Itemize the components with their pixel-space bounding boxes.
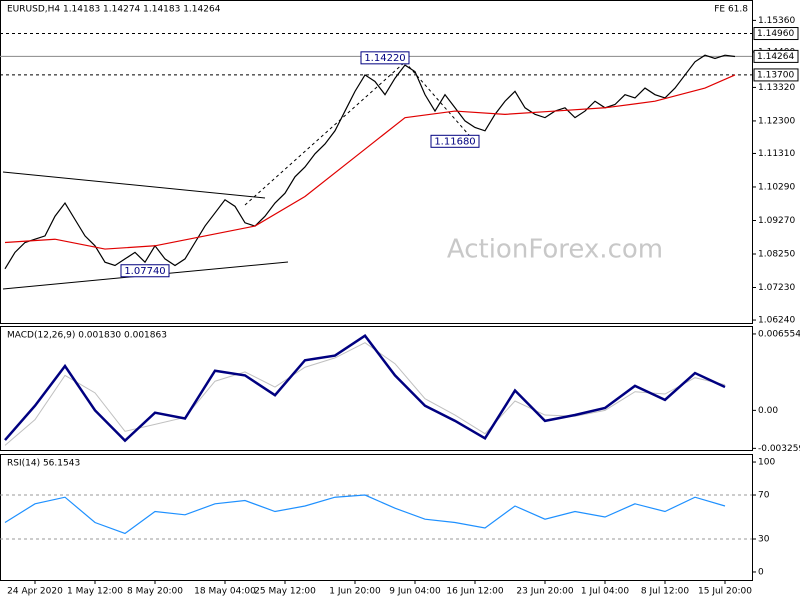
price-label: 1.13700 [757,70,794,80]
y-tick-label: 70 [758,491,770,501]
price-label: 1.14960 [757,29,794,39]
y-tick-label: 1.07230 [758,283,795,293]
x-tick-label: 18 May 04:00 [194,587,256,597]
annotation-box [120,264,170,278]
x-tick-label: 8 Jul 12:00 [641,587,690,597]
price-label-box [753,68,799,82]
x-tick-label: 24 Apr 2020 [7,587,63,597]
annotation: 1.07740 [124,266,165,277]
y-tick-label: 1.15360 [758,16,795,26]
chart-title: EURUSD,H4 1.14183 1.14274 1.14183 1.1426… [7,5,221,15]
x-tick-label: 1 May 12:00 [67,587,123,597]
y-tick-label: 1.13320 [758,83,795,93]
y-tick-label: 0 [758,567,764,577]
x-tick-label: 1 Jun 20:00 [329,587,381,597]
macd-panel [0,326,753,451]
y-tick-label: 1.12300 [758,116,795,126]
trend-line [2,171,266,199]
y-tick-label: 1.10290 [758,182,795,192]
rsi-panel [0,454,753,581]
x-tick-label: 16 Jun 12:00 [446,587,503,597]
y-tick-label: -0.003259 [758,444,800,454]
panel-title: RSI(14) 56.1543 [7,459,80,469]
watermark: ActionForex.com [447,235,663,265]
x-tick-label: 15 Jul 20:00 [698,587,752,597]
price-panel [0,0,753,324]
annotation: 1.11680 [434,136,475,147]
y-tick-label: 30 [758,534,770,544]
x-tick-label: 8 May 20:00 [127,587,183,597]
y-tick-label: 1.11310 [758,149,795,159]
y-tick-label: 100 [758,458,775,468]
annotation: 1.14220 [364,53,405,64]
x-tick-label: 1 Jul 04:00 [581,587,630,597]
series-line [4,74,736,250]
y-tick-label: 0.006554 [758,329,800,339]
panel-title: MACD(12,26,9) 0.001830 0.001863 [7,331,167,341]
series-line [4,54,736,270]
y-tick-label: 1.09270 [758,216,795,226]
series-line [4,494,726,535]
corner-label: FE 61.8 [714,5,748,15]
y-tick-label: 0.00 [758,406,778,416]
y-tick-label: 1.06240 [758,316,795,326]
price-label-box [753,27,799,41]
price-label-box [753,49,799,63]
x-tick-label: 25 May 12:00 [254,587,316,597]
x-tick-label: 9 Jun 04:00 [389,587,441,597]
x-tick-label: 23 Jun 20:00 [516,587,573,597]
series-line [4,342,726,446]
annotation-box [430,134,480,148]
y-tick-label: 1.08250 [758,250,795,260]
series-line [4,334,726,443]
price-label: 1.14264 [757,52,794,62]
annotation-box [360,51,410,65]
